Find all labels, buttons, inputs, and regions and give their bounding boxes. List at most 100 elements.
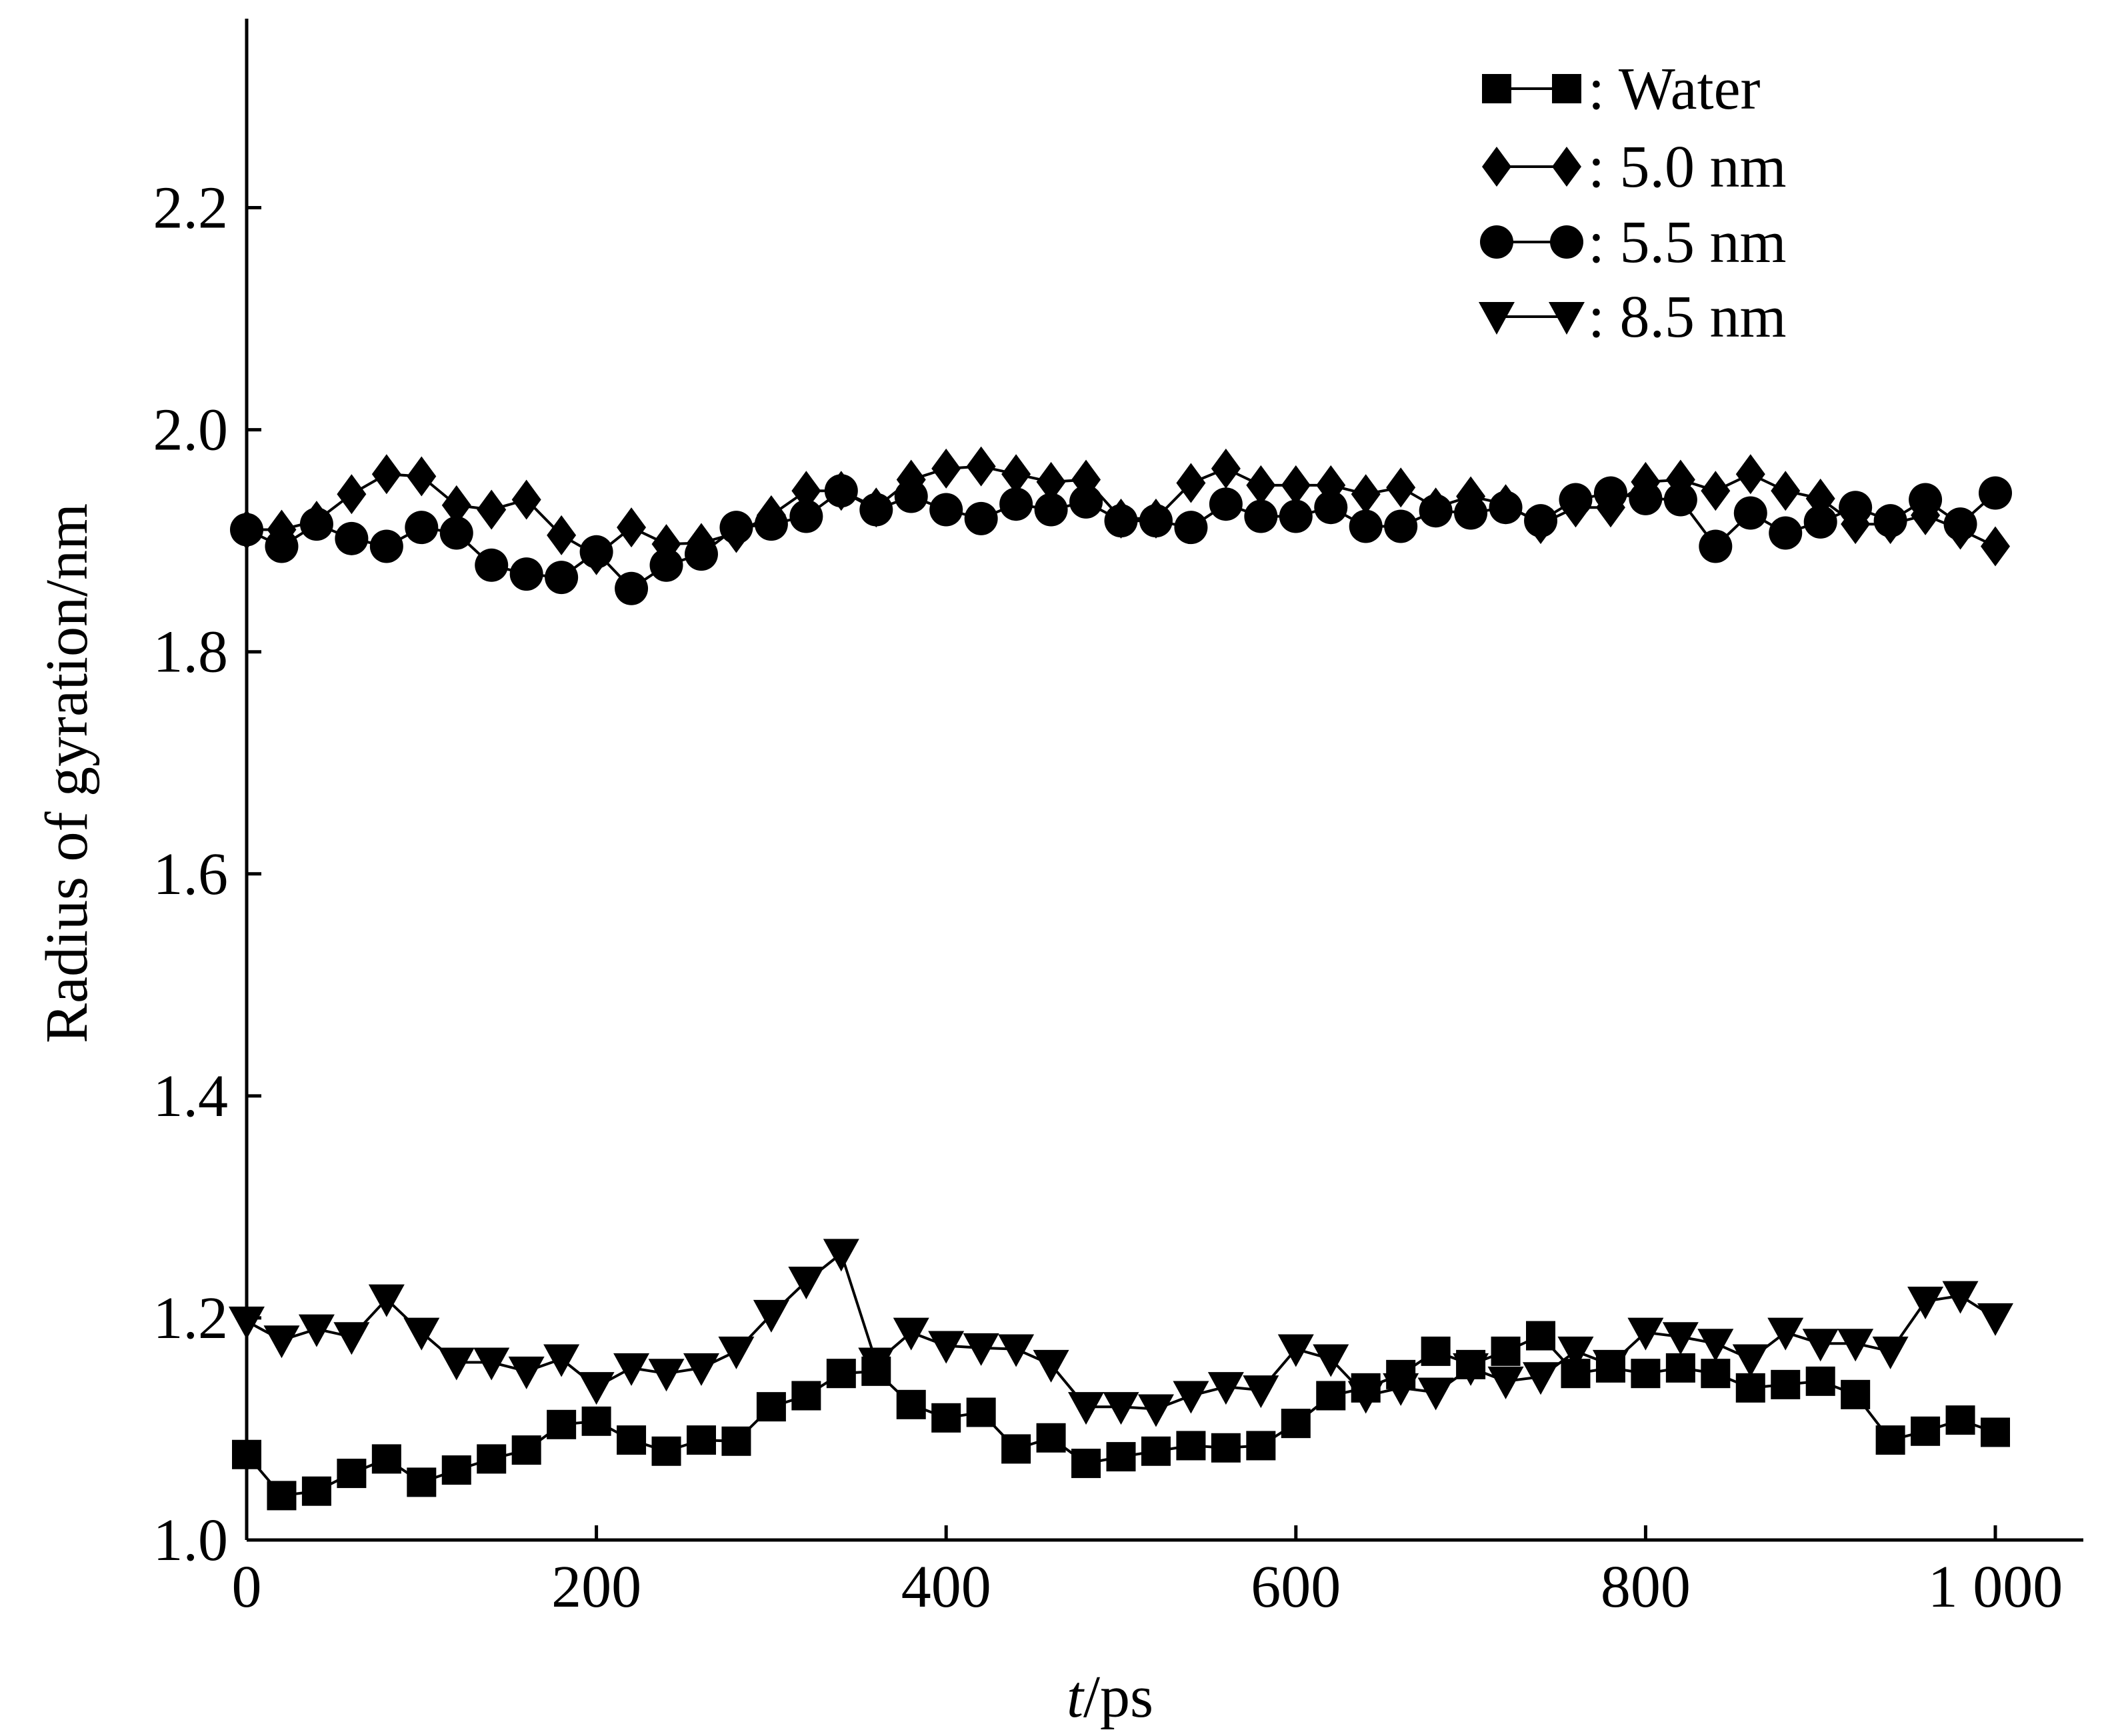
data-point-square (371, 1444, 401, 1474)
legend-marker-triangle-down (1549, 302, 1585, 335)
data-point-triangle-down (578, 1372, 615, 1405)
data-point-circle (894, 479, 928, 513)
data-point-diamond (1981, 526, 2010, 567)
x-tick-label: 600 (1251, 1554, 1341, 1620)
data-point-diamond (966, 446, 996, 487)
data-point-triangle-down (1767, 1317, 1804, 1351)
series-line (246, 1251, 1997, 1411)
data-point-square (1141, 1436, 1171, 1466)
data-point-square (1841, 1379, 1871, 1409)
data-point-circle (1419, 494, 1453, 528)
data-point-triangle-down (1977, 1303, 2013, 1336)
data-point-diamond (1281, 465, 1311, 505)
data-point-diamond (337, 474, 367, 515)
legend-marker-diamond (1482, 147, 1511, 187)
data-point-circle (1839, 491, 1873, 525)
legend: : Water: 5.0 nm: 5.5 nm: 8.5 nm (1479, 56, 1787, 350)
data-point-circle (1909, 483, 1943, 517)
data-point-diamond (617, 507, 647, 548)
data-point-diamond (1001, 454, 1031, 495)
data-point-diamond (511, 479, 541, 520)
data-point-square (477, 1444, 507, 1474)
data-point-circle (405, 511, 439, 545)
data-point-triangle-down (229, 1306, 265, 1339)
data-point-circle (1559, 483, 1593, 517)
legend-item: : Water (1482, 56, 1761, 122)
data-point-diamond (791, 471, 821, 511)
data-point-square (1176, 1431, 1206, 1461)
data-point-circle (1244, 499, 1278, 533)
data-point-triangle-down (613, 1353, 650, 1386)
data-point-circle (964, 501, 998, 535)
legend-marker-diamond (1552, 147, 1581, 187)
data-point-square (511, 1435, 541, 1465)
data-point-triangle-down (1942, 1281, 1979, 1314)
y-tick-label: 1.4 (153, 1063, 229, 1129)
data-point-circle (1139, 504, 1173, 538)
data-point-square (547, 1409, 577, 1439)
data-point-circle (719, 511, 753, 545)
data-point-square (1981, 1417, 2010, 1447)
data-point-square (267, 1481, 297, 1511)
data-point-triangle-down (1907, 1286, 1944, 1319)
data-point-square (337, 1459, 367, 1489)
data-point-square (791, 1381, 821, 1411)
data-point-triangle-down (473, 1347, 510, 1381)
data-point-circle (1174, 511, 1208, 545)
data-point-square (1281, 1409, 1311, 1439)
data-point-square (1316, 1381, 1346, 1411)
data-point-triangle-down (1837, 1329, 1874, 1362)
data-point-circle (509, 557, 543, 591)
data-point-triangle-down (1277, 1334, 1314, 1367)
data-point-circle (1873, 504, 1907, 538)
data-point-circle (475, 548, 509, 582)
data-point-circle (579, 535, 613, 569)
data-point-square (1665, 1353, 1695, 1383)
legend-marker-circle (1550, 225, 1583, 259)
legend-label: : Water (1588, 56, 1761, 122)
data-point-square (1001, 1434, 1031, 1464)
data-point-circle (1524, 504, 1558, 538)
data-point-circle (1279, 499, 1313, 533)
data-point-circle (1803, 505, 1837, 539)
data-point-circle (754, 507, 788, 541)
y-ticks: 1.0 1.2 1.4 1.6 1.8 2.0 2.2 (153, 175, 261, 1573)
data-point-triangle-down (438, 1347, 475, 1381)
data-point-square (617, 1425, 647, 1455)
data-point-triangle-down (333, 1322, 370, 1355)
data-point-circle (439, 516, 473, 550)
data-point-triangle-down (1417, 1377, 1454, 1411)
data-point-square (826, 1359, 856, 1389)
data-point-triangle-down (508, 1356, 545, 1389)
data-point-square (1036, 1423, 1066, 1453)
data-point-triangle-down (1347, 1381, 1384, 1414)
data-point-square (301, 1476, 331, 1506)
legend-label: : 5.5 nm (1588, 209, 1787, 275)
data-point-triangle-down (403, 1317, 440, 1351)
legend-marker-circle (1480, 225, 1513, 259)
data-point-circle (1769, 516, 1803, 550)
data-point-circle (1209, 487, 1243, 521)
y-tick-label: 1.2 (153, 1285, 229, 1351)
data-point-square (686, 1425, 716, 1455)
y-tick-label: 1.0 (153, 1507, 229, 1573)
data-point-diamond (1036, 461, 1066, 502)
data-point-triangle-down (1033, 1349, 1069, 1383)
data-point-triangle-down (718, 1336, 755, 1369)
data-point-square (1911, 1416, 1941, 1446)
legend-marker-square (1482, 74, 1511, 103)
data-point-square (1771, 1369, 1801, 1399)
data-point-triangle-down (858, 1347, 895, 1381)
data-point-circle (1699, 529, 1733, 563)
data-point-diamond (371, 454, 401, 495)
x-tick-label: 400 (901, 1554, 991, 1620)
data-point-square (1246, 1431, 1276, 1461)
data-point-diamond (1735, 454, 1765, 495)
legend-item: : 5.5 nm (1480, 209, 1787, 275)
y-tick-label: 1.6 (153, 841, 229, 907)
data-point-square (756, 1392, 786, 1422)
series-circle (230, 474, 2012, 605)
data-point-square (1735, 1373, 1765, 1403)
y-tick-label: 2.0 (153, 397, 229, 463)
x-tick-label: 1 000 (1928, 1554, 2063, 1620)
